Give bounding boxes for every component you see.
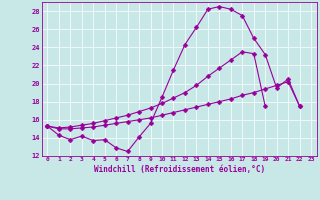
X-axis label: Windchill (Refroidissement éolien,°C): Windchill (Refroidissement éolien,°C): [94, 165, 265, 174]
